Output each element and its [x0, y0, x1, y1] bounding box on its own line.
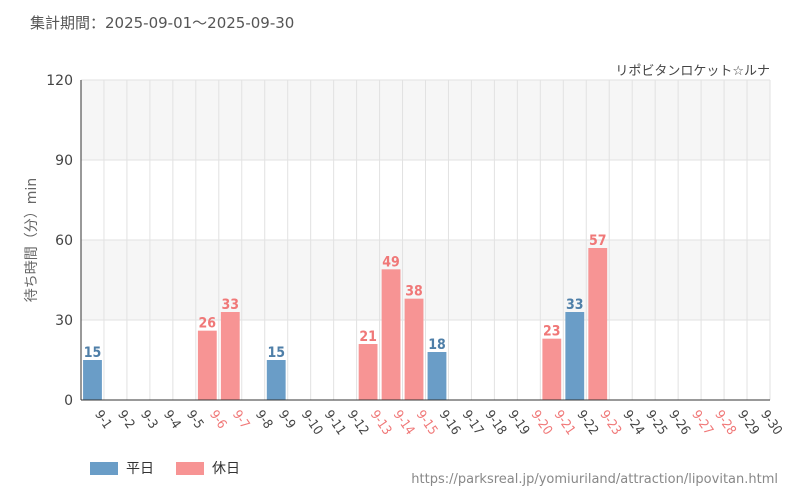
axes	[80, 80, 770, 401]
x-tick-9-4: 9-4	[160, 408, 183, 432]
bar-9-21	[542, 338, 562, 400]
x-tick-9-23: 9-23	[596, 408, 624, 438]
x-tick-9-15: 9-15	[413, 408, 441, 438]
value-label-9-13: 21	[359, 329, 377, 345]
x-tick-9-8: 9-8	[252, 408, 275, 432]
x-tick-9-5: 9-5	[183, 408, 206, 432]
x-tick-9-7: 9-7	[229, 408, 252, 432]
y-axis-label: 待ち時間（分）min	[24, 178, 40, 302]
legend-label-holiday: 休日	[212, 461, 240, 477]
period-label: 集計期間：2025-09-01～2025-09-30	[30, 14, 295, 32]
bar-9-6	[197, 330, 217, 400]
value-label-9-7: 33	[222, 297, 240, 313]
bar-9-1	[83, 360, 102, 400]
bar-9-15	[404, 298, 424, 400]
bar-9-13	[358, 344, 378, 400]
x-tick-9-14: 9-14	[390, 408, 418, 438]
bar-9-16	[427, 352, 447, 400]
x-tick-9-22: 9-22	[574, 408, 602, 438]
y-tick-60: 60	[55, 233, 73, 249]
x-tick-9-12: 9-12	[344, 408, 372, 438]
value-label-9-23: 57	[589, 233, 607, 249]
value-label-9-21: 23	[543, 324, 561, 340]
x-tick-9-24: 9-24	[619, 408, 647, 438]
x-tick-9-27: 9-27	[688, 408, 716, 438]
y-tick-90: 90	[55, 153, 73, 169]
bar-9-23	[588, 248, 608, 400]
source-url: https://parksreal.jp/yomiuriland/attract…	[411, 472, 778, 487]
x-tick-9-30: 9-30	[757, 408, 785, 438]
legend-swatch-holiday	[176, 461, 204, 475]
x-tick-9-21: 9-21	[551, 408, 579, 438]
x-tick-9-18: 9-18	[482, 408, 510, 438]
x-tick-9-6: 9-6	[206, 408, 229, 432]
x-tick-9-2: 9-2	[114, 408, 137, 432]
x-tick-9-11: 9-11	[321, 408, 349, 438]
x-tick-9-1: 9-1	[91, 408, 114, 432]
value-label-9-6: 26	[199, 316, 217, 332]
value-label-9-22: 33	[566, 297, 584, 313]
y-tick-30: 30	[55, 313, 73, 329]
x-tick-9-9: 9-9	[275, 408, 298, 432]
chart-title: リポビタンロケット☆ルナ	[615, 64, 770, 79]
x-tick-9-13: 9-13	[367, 408, 395, 438]
bar-9-14	[381, 269, 401, 400]
x-tick-9-25: 9-25	[642, 408, 670, 438]
y-tick-120: 120	[46, 73, 73, 89]
value-label-9-1: 15	[84, 345, 102, 361]
legend: 平日 休日	[90, 458, 262, 478]
y-tick-labels: 0 30 60 90 120	[46, 73, 73, 409]
gridlines	[81, 79, 771, 401]
x-tick-9-20: 9-20	[528, 408, 556, 438]
y-tick-0: 0	[64, 393, 73, 409]
value-label-9-9: 15	[267, 345, 285, 361]
legend-item-weekday: 平日	[90, 458, 154, 478]
x-tick-9-29: 9-29	[734, 408, 762, 438]
legend-item-holiday: 休日	[176, 458, 240, 478]
x-tick-9-17: 9-17	[459, 408, 487, 438]
x-tick-9-28: 9-28	[711, 408, 739, 438]
x-tick-9-10: 9-10	[298, 408, 326, 438]
value-label-9-14: 49	[382, 254, 400, 270]
x-tick-9-26: 9-26	[665, 408, 693, 438]
legend-label-weekday: 平日	[126, 461, 154, 477]
bar-9-9	[266, 360, 286, 400]
bar-9-7	[220, 312, 240, 400]
legend-swatch-weekday	[90, 461, 118, 475]
x-tick-labels: 9-1 9-2 9-3 9-4 9-5 9-6 9-7 9-8 9-9 9-109-119-129…	[91, 408, 785, 438]
x-tick-9-3: 9-3	[137, 408, 160, 432]
bar-9-22	[565, 312, 585, 400]
x-tick-9-16: 9-16	[436, 408, 464, 438]
x-tick-9-19: 9-19	[505, 408, 533, 438]
value-label-9-16: 18	[428, 337, 446, 353]
value-label-9-15: 38	[405, 284, 423, 300]
value-labels: 15 26 33 15 21 49 38 18 23 33 57	[84, 233, 607, 361]
bars-group	[83, 248, 608, 400]
